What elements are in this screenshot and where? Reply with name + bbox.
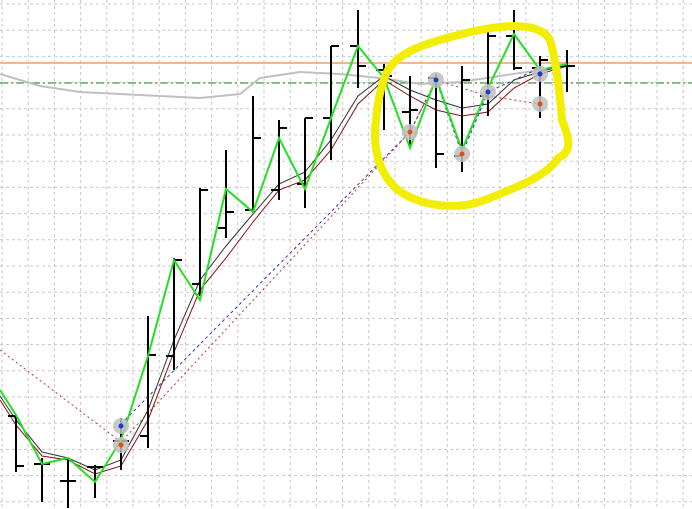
signal-marker-dot xyxy=(433,77,439,83)
red-dotted-connector xyxy=(0,79,541,443)
yellow-highlight-circle xyxy=(371,22,573,210)
signal-marker-dot xyxy=(537,71,543,77)
signal-marker-dot xyxy=(407,129,413,135)
grey-indicator-curve xyxy=(0,65,573,100)
zigzag-green-line xyxy=(0,32,568,484)
signal-marker-dot xyxy=(118,442,124,448)
signal-marker-dot xyxy=(459,151,465,157)
signal-marker-dot xyxy=(118,423,124,429)
signal-marker-dot xyxy=(537,101,543,107)
signal-marker-dot xyxy=(485,89,491,95)
blue-dashed-connector xyxy=(120,67,541,425)
